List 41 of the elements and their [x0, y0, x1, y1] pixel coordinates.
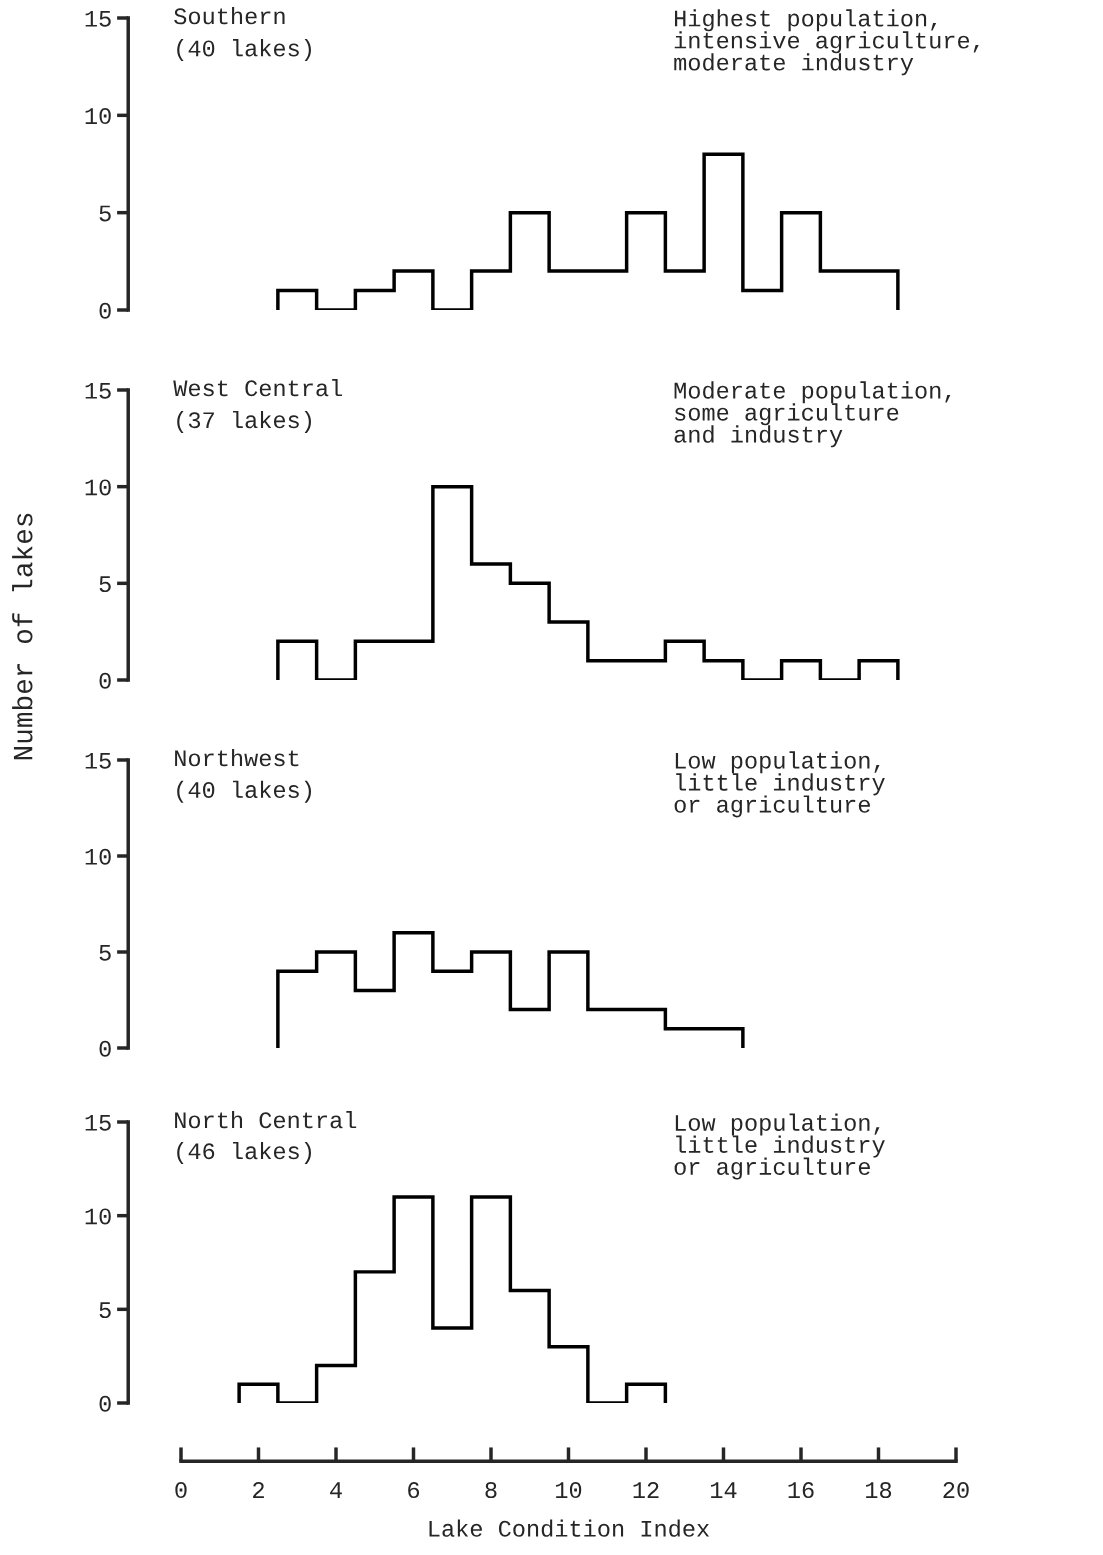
x-tick-label: 2 — [253, 1482, 264, 1498]
y-tick-label: 15 — [85, 11, 111, 27]
x-tick-label: 18 — [866, 1482, 892, 1499]
y-tick-label: 10 — [85, 1208, 111, 1225]
text: (40 lakes) — [177, 780, 311, 803]
x-tick-label: 0 — [175, 1482, 187, 1499]
chart-title: North Central — [175, 1110, 357, 1129]
y-tick-label: 5 — [99, 576, 111, 593]
annotation: Moderate population, some agriculture and industry — [674, 381, 951, 448]
annotation: Low population, little industry or agriculture — [674, 751, 885, 818]
annotation: Low population, little industry or agriculture — [674, 1113, 885, 1180]
y-tick-label: 0 — [99, 1395, 111, 1412]
y-axis-title: Number of lakes — [12, 513, 33, 760]
annotation: Highest population, intensive agriculture, moderate industry — [674, 9, 979, 76]
y-tick-label: 5 — [99, 945, 111, 961]
y-tick-label: 10 — [85, 479, 111, 496]
text: (40 lakes) — [177, 39, 311, 62]
x-axis-title: Lake Condition Index — [429, 1519, 710, 1537]
x-tick-label: 20 — [943, 1482, 969, 1499]
x-tick-label: 6 — [408, 1482, 420, 1499]
x-tick-label: 4 — [330, 1482, 342, 1498]
y-tick-label: 5 — [99, 1302, 111, 1319]
chart-title: Northwest — [175, 748, 299, 767]
y-tick-label: 0 — [99, 672, 111, 689]
y-tick-label: 15 — [85, 753, 111, 769]
x-tick-label: 10 — [556, 1482, 582, 1499]
chart-title: Southern — [174, 7, 285, 25]
y-tick-label: 0 — [99, 302, 111, 319]
y-tick-label: 15 — [85, 383, 111, 399]
text: (37 lakes) — [177, 410, 311, 433]
y-tick-label: 10 — [85, 108, 111, 125]
x-tick-label: 16 — [788, 1482, 814, 1499]
y-tick-label: 10 — [85, 848, 111, 865]
chart-title: West Central — [173, 379, 342, 397]
x-tick-label: 12 — [633, 1482, 659, 1498]
y-tick-label: 15 — [85, 1115, 111, 1131]
y-tick-label: 5 — [99, 205, 111, 222]
text: (46 lakes) — [177, 1141, 311, 1164]
x-tick-label: 8 — [485, 1482, 497, 1499]
y-tick-label: 0 — [99, 1040, 111, 1057]
x-tick-label: 14 — [711, 1482, 737, 1498]
